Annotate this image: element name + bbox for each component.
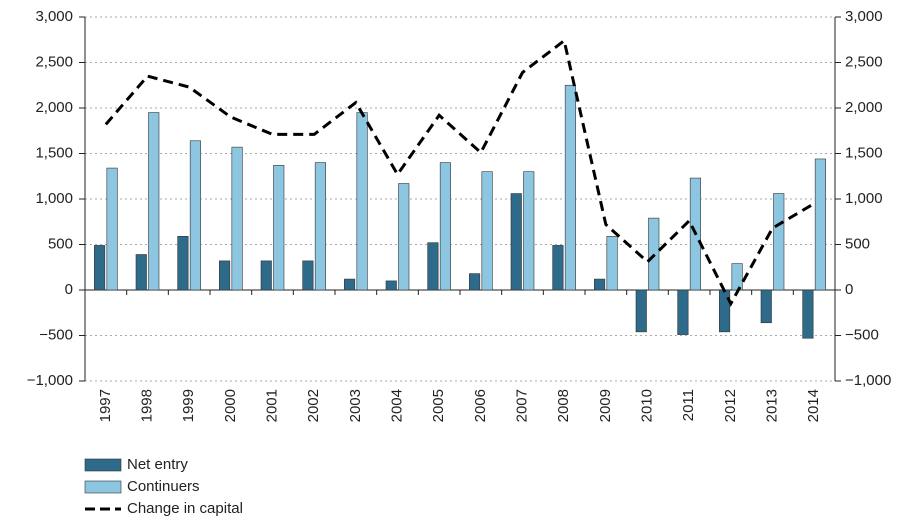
- y2-tick-label: −500: [845, 326, 879, 343]
- x-tick-label: 2006: [472, 389, 489, 422]
- legend-swatch: [84, 458, 122, 472]
- bar: [469, 273, 481, 291]
- line: [104, 38, 815, 307]
- x-tick-label: 2005: [430, 389, 447, 422]
- bar: [773, 193, 785, 291]
- y-tick-label: 3,000: [35, 8, 73, 25]
- bar: [94, 245, 106, 291]
- y2-tick-label: −1,000: [845, 372, 891, 389]
- y-tick-label: 0: [65, 281, 73, 298]
- y2-tick-label: 2,500: [845, 53, 883, 70]
- x-tick-label: 1999: [180, 389, 197, 422]
- bar: [606, 236, 618, 291]
- bar: [802, 289, 814, 339]
- bar: [314, 162, 326, 291]
- x-tick-label: 2007: [513, 389, 530, 422]
- bar: [635, 289, 647, 333]
- legend-swatch: [84, 480, 122, 494]
- legend-label: Continuers: [127, 478, 200, 495]
- x-tick-label: 2003: [347, 389, 364, 422]
- bar: [564, 84, 576, 291]
- bar: [398, 183, 410, 291]
- bar: [260, 260, 272, 291]
- bar: [760, 289, 772, 324]
- x-tick-label: 1998: [138, 389, 155, 422]
- bar: [481, 171, 493, 291]
- y2-tick-label: 0: [845, 281, 853, 298]
- y-tick-label: −1,000: [27, 372, 73, 389]
- bar: [189, 140, 201, 291]
- bar: [273, 165, 285, 291]
- legend-label: Change in capital: [127, 500, 243, 517]
- x-tick-label: 2014: [805, 389, 822, 422]
- bar: [731, 263, 743, 291]
- y-tick-label: −500: [39, 326, 73, 343]
- x-tick-label: 2010: [638, 389, 655, 422]
- bar: [356, 112, 368, 291]
- y-tick-label: 1,000: [35, 190, 73, 207]
- x-tick-label: 2002: [305, 389, 322, 422]
- bar: [135, 254, 147, 291]
- bar: [594, 278, 606, 291]
- y2-tick-label: 2,000: [845, 99, 883, 116]
- x-tick-label: 2001: [263, 389, 280, 422]
- y-tick-label: 2,500: [35, 53, 73, 70]
- bar: [677, 289, 689, 335]
- y-tick-label: 2,000: [35, 99, 73, 116]
- legend-label: Net entry: [127, 456, 188, 473]
- bar: [439, 162, 451, 291]
- bar: [523, 171, 535, 291]
- bar: [148, 112, 160, 291]
- y-tick-label: 500: [48, 235, 73, 252]
- bar: [177, 236, 189, 291]
- y2-tick-label: 1,000: [845, 190, 883, 207]
- bar: [719, 289, 731, 333]
- x-tick-label: 2011: [680, 389, 697, 421]
- bar: [385, 280, 397, 291]
- x-tick-label: 2008: [555, 389, 572, 422]
- x-tick-label: 1997: [97, 389, 114, 422]
- x-tick-label: 2000: [222, 389, 239, 422]
- y2-tick-label: 1,500: [845, 144, 883, 161]
- bar: [231, 146, 243, 291]
- x-tick-label: 2004: [388, 389, 405, 422]
- bar: [302, 260, 314, 291]
- bar: [344, 278, 356, 291]
- x-tick-label: 2012: [722, 389, 739, 422]
- y-tick-label: 1,500: [35, 144, 73, 161]
- x-tick-label: 2013: [763, 389, 780, 422]
- bar: [552, 245, 564, 291]
- bar: [219, 260, 231, 291]
- x-tick-label: 2009: [597, 389, 614, 422]
- y2-tick-label: 3,000: [845, 8, 883, 25]
- bar: [427, 242, 439, 291]
- y2-tick-label: 500: [845, 235, 870, 252]
- bar: [814, 158, 826, 291]
- bar: [106, 167, 118, 291]
- bar: [510, 193, 522, 291]
